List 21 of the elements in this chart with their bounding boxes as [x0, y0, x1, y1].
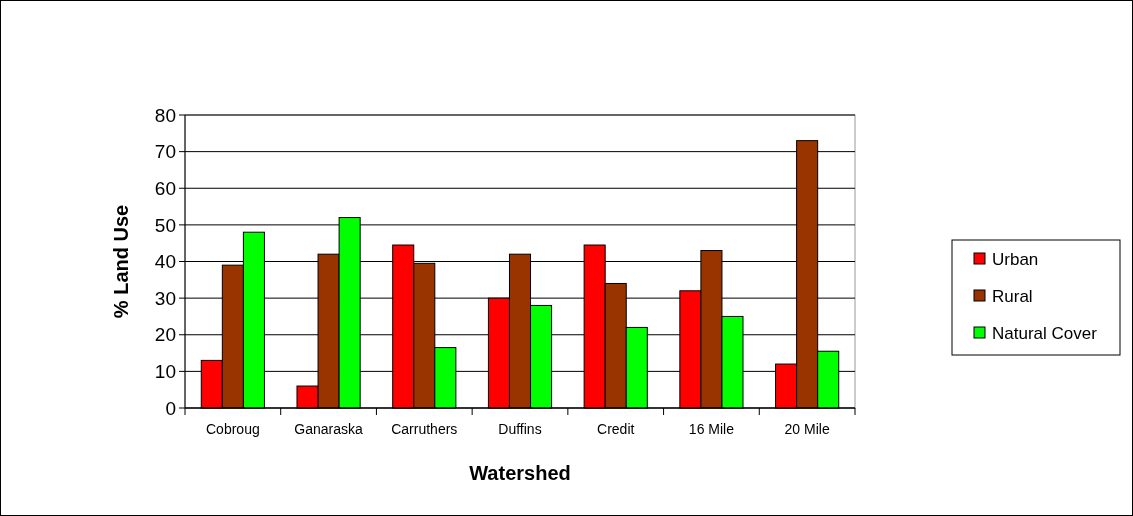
x-tick-label: Credit [597, 421, 635, 437]
y-tick-label: 30 [154, 287, 176, 309]
y-axis-title: % Land Use [110, 204, 132, 319]
y-tick-label: 80 [154, 104, 176, 126]
x-tick-label: Carruthers [391, 421, 458, 437]
x-tick-label: Duffins [498, 421, 542, 437]
x-tick-label: 20 Mile [784, 421, 830, 437]
y-tick-label: 10 [154, 361, 176, 383]
y-tick-label: 60 [154, 177, 176, 199]
y-tick-label: 20 [154, 324, 176, 346]
y-tick-label: 70 [154, 141, 176, 163]
y-tick-label: 50 [154, 214, 176, 236]
legend-label: Rural [992, 286, 1033, 306]
x-axis-title: Watershed [469, 462, 571, 484]
x-tick-label: 16 Mile [688, 421, 735, 437]
x-tick-label: Ganaraska [294, 421, 364, 437]
y-tick-label: 0 [165, 397, 176, 419]
x-tick-label: Cobroug [206, 421, 260, 437]
legend-label: Urban [992, 249, 1039, 269]
y-tick-label: 40 [154, 251, 176, 273]
legend-label: Natural Cover [992, 323, 1098, 343]
